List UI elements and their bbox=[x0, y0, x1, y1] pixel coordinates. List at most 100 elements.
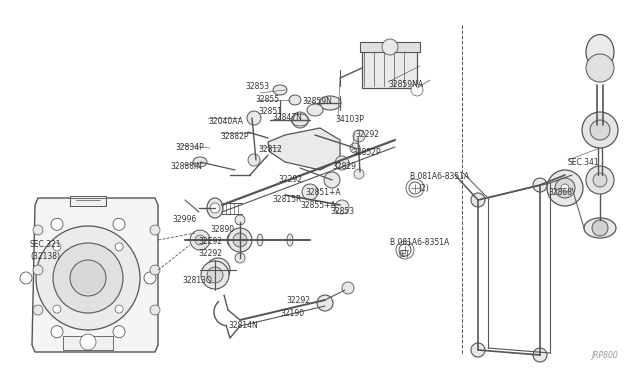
Text: 32814N: 32814N bbox=[228, 321, 258, 330]
Text: 32292: 32292 bbox=[355, 130, 379, 139]
Circle shape bbox=[586, 166, 614, 194]
Text: 32E92: 32E92 bbox=[198, 237, 222, 246]
Circle shape bbox=[561, 184, 569, 192]
Circle shape bbox=[33, 225, 43, 235]
Text: 32190: 32190 bbox=[280, 309, 304, 318]
Text: 32851: 32851 bbox=[258, 107, 282, 116]
Text: 32855: 32855 bbox=[255, 95, 279, 104]
Circle shape bbox=[555, 178, 575, 198]
Circle shape bbox=[471, 343, 485, 357]
Circle shape bbox=[247, 111, 261, 125]
Text: 32868: 32868 bbox=[548, 188, 572, 197]
Circle shape bbox=[235, 253, 245, 263]
Text: 32040AA: 32040AA bbox=[208, 117, 243, 126]
Text: (2): (2) bbox=[418, 184, 429, 193]
Text: 32834P: 32834P bbox=[175, 143, 204, 152]
Circle shape bbox=[33, 305, 43, 315]
Ellipse shape bbox=[257, 234, 263, 246]
Circle shape bbox=[113, 326, 125, 338]
Circle shape bbox=[51, 326, 63, 338]
Ellipse shape bbox=[307, 104, 323, 116]
Text: B 081A6-8351A: B 081A6-8351A bbox=[390, 238, 449, 247]
Circle shape bbox=[324, 172, 340, 188]
Text: B 081A6-8351A: B 081A6-8351A bbox=[410, 172, 469, 181]
Ellipse shape bbox=[584, 218, 616, 238]
Text: 32853: 32853 bbox=[330, 207, 354, 216]
Ellipse shape bbox=[319, 96, 341, 110]
Text: 32812: 32812 bbox=[258, 145, 282, 154]
Bar bbox=[70, 196, 106, 206]
Text: 32853: 32853 bbox=[245, 82, 269, 91]
Circle shape bbox=[547, 170, 583, 206]
Circle shape bbox=[582, 112, 618, 148]
Ellipse shape bbox=[289, 95, 301, 105]
Circle shape bbox=[409, 182, 421, 194]
Text: 32851+A: 32851+A bbox=[305, 188, 340, 197]
Bar bbox=[63, 336, 113, 350]
Ellipse shape bbox=[586, 35, 614, 70]
Circle shape bbox=[533, 348, 547, 362]
Ellipse shape bbox=[197, 234, 203, 246]
Circle shape bbox=[53, 243, 61, 251]
Circle shape bbox=[144, 272, 156, 284]
Circle shape bbox=[399, 244, 411, 256]
Polygon shape bbox=[32, 198, 158, 352]
Circle shape bbox=[302, 184, 318, 200]
Circle shape bbox=[350, 143, 360, 153]
Text: SEC.321: SEC.321 bbox=[30, 240, 61, 249]
Circle shape bbox=[53, 305, 61, 313]
Bar bbox=[360, 42, 420, 52]
Text: 32888IN: 32888IN bbox=[170, 162, 202, 171]
Ellipse shape bbox=[273, 85, 287, 95]
Circle shape bbox=[212, 264, 224, 276]
Circle shape bbox=[593, 173, 607, 187]
Text: 32859NA: 32859NA bbox=[388, 80, 423, 89]
Circle shape bbox=[150, 305, 160, 315]
Text: 32292: 32292 bbox=[198, 249, 222, 258]
Circle shape bbox=[80, 334, 96, 350]
Circle shape bbox=[317, 295, 333, 311]
Text: 32852P: 32852P bbox=[352, 148, 381, 157]
Ellipse shape bbox=[207, 198, 223, 218]
Polygon shape bbox=[268, 128, 340, 170]
Text: 32292: 32292 bbox=[278, 175, 302, 184]
Circle shape bbox=[195, 235, 205, 245]
Text: 32829: 32829 bbox=[332, 162, 356, 171]
Text: (32138): (32138) bbox=[30, 252, 60, 261]
Text: SEC.341: SEC.341 bbox=[568, 158, 600, 167]
Text: 32996: 32996 bbox=[172, 215, 196, 224]
Circle shape bbox=[206, 258, 230, 282]
Bar bbox=[362, 50, 417, 88]
Circle shape bbox=[233, 233, 247, 247]
Circle shape bbox=[36, 226, 140, 330]
Circle shape bbox=[53, 243, 123, 313]
Circle shape bbox=[210, 203, 220, 213]
Circle shape bbox=[533, 178, 547, 192]
Circle shape bbox=[150, 225, 160, 235]
Circle shape bbox=[33, 265, 43, 275]
Circle shape bbox=[590, 120, 610, 140]
Circle shape bbox=[51, 218, 63, 230]
Circle shape bbox=[335, 200, 349, 214]
Text: 32813Q: 32813Q bbox=[182, 276, 212, 285]
Circle shape bbox=[20, 272, 32, 284]
Circle shape bbox=[150, 265, 160, 275]
Circle shape bbox=[592, 220, 608, 236]
Circle shape bbox=[115, 305, 123, 313]
Text: 32882P: 32882P bbox=[220, 132, 248, 141]
Text: 32855+A: 32855+A bbox=[300, 201, 336, 210]
Circle shape bbox=[382, 39, 398, 55]
Circle shape bbox=[353, 130, 365, 142]
Text: 32890: 32890 bbox=[210, 225, 234, 234]
Ellipse shape bbox=[193, 157, 207, 167]
Circle shape bbox=[292, 112, 308, 128]
Circle shape bbox=[342, 282, 354, 294]
Circle shape bbox=[235, 215, 245, 225]
Circle shape bbox=[113, 218, 125, 230]
Circle shape bbox=[190, 230, 210, 250]
Text: 32292: 32292 bbox=[286, 296, 310, 305]
Circle shape bbox=[471, 193, 485, 207]
Ellipse shape bbox=[287, 234, 293, 246]
Text: (E): (E) bbox=[398, 250, 409, 259]
Circle shape bbox=[354, 169, 364, 179]
